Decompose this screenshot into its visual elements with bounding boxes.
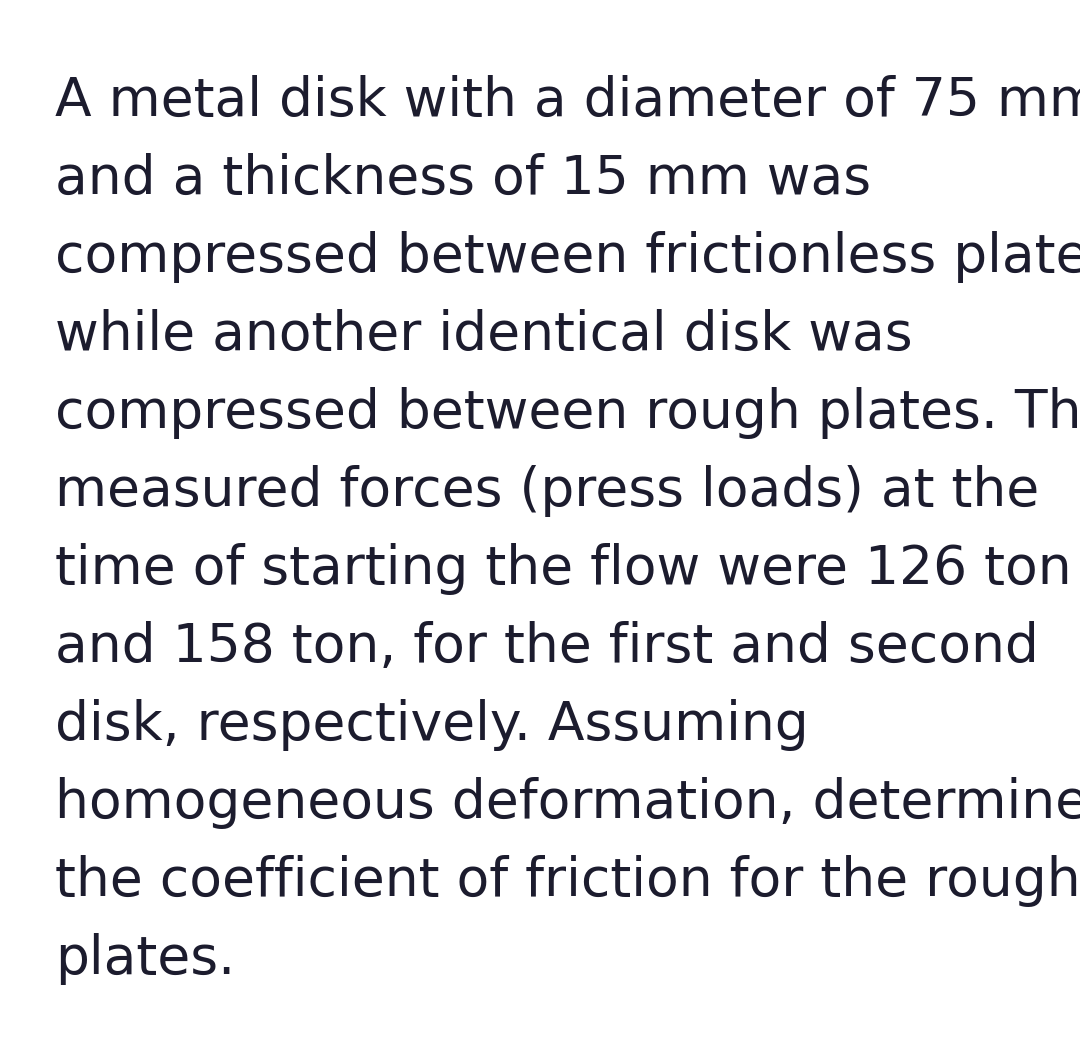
Text: while another identical disk was: while another identical disk was (55, 309, 913, 361)
Text: compressed between frictionless plates,: compressed between frictionless plates, (55, 231, 1080, 283)
Text: disk, respectively. Assuming: disk, respectively. Assuming (55, 699, 809, 751)
Text: the coefficient of friction for the rough: the coefficient of friction for the roug… (55, 855, 1080, 907)
Text: compressed between rough plates. The: compressed between rough plates. The (55, 388, 1080, 439)
Text: and a thickness of 15 mm was: and a thickness of 15 mm was (55, 153, 872, 205)
Text: time of starting the flow were 126 ton: time of starting the flow were 126 ton (55, 543, 1071, 595)
Text: plates.: plates. (55, 933, 235, 985)
Text: measured forces (press loads) at the: measured forces (press loads) at the (55, 465, 1039, 517)
Text: and 158 ton, for the first and second: and 158 ton, for the first and second (55, 621, 1039, 673)
Text: homogeneous deformation, determine: homogeneous deformation, determine (55, 777, 1080, 829)
Text: A metal disk with a diameter of 75 mm: A metal disk with a diameter of 75 mm (55, 75, 1080, 127)
